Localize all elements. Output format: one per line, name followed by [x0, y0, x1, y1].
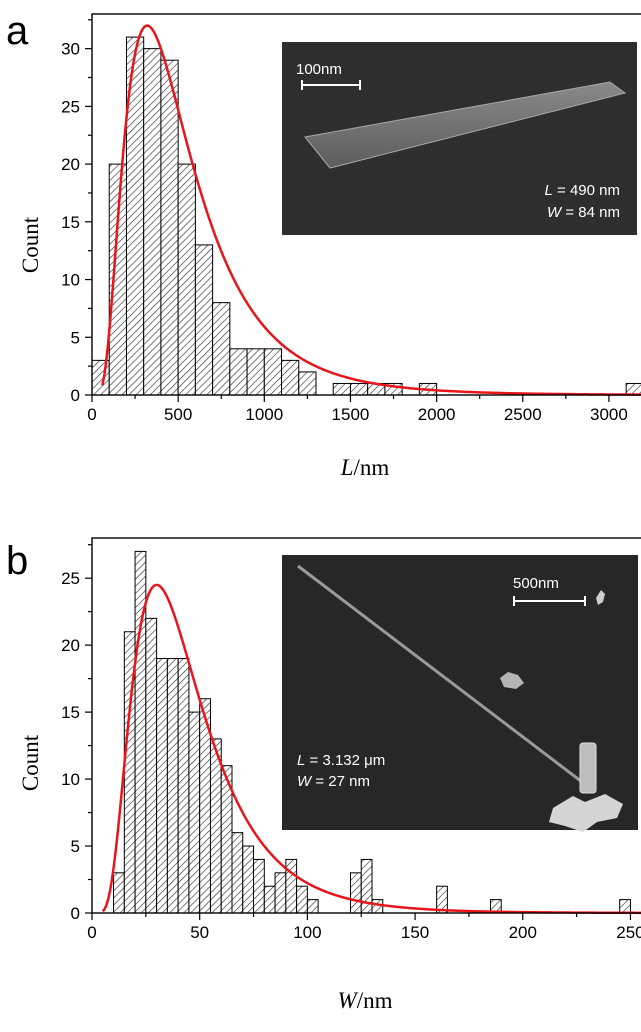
panel-b-x-tick-label: 250: [616, 923, 641, 942]
panel-b-bar: [166, 658, 179, 914]
panel-a-inset-length: L = 490 nm: [545, 182, 620, 199]
panel-a-inset: 100nm L = 490 nm W = 84 nm: [282, 42, 637, 235]
panel-a-bar: [281, 359, 300, 396]
panel-b-x-tick-label: 150: [401, 923, 429, 942]
panel-b-bar: [145, 617, 158, 914]
panel-b-nanowire: [297, 564, 591, 790]
panel-b-base-debris: [549, 794, 623, 832]
panel-a-bar: [246, 348, 265, 396]
panel-a-x-tick-label: 0: [87, 405, 96, 424]
panel-a-y-tick-label: 25: [61, 97, 80, 116]
panel-b-bar: [619, 899, 631, 914]
panel-a-x-tick-label: 3000: [590, 405, 628, 424]
panel-a-fit-curve: [101, 24, 641, 396]
panel-b-bar: [209, 738, 222, 914]
panel-b-bar: [360, 858, 373, 914]
panel-b-y-tick-label: 20: [61, 636, 80, 655]
panel-b-scalebar-label: 500nm: [513, 575, 559, 592]
panel-b-bar: [285, 858, 298, 914]
panel-a-bar: [212, 302, 231, 396]
panel-b-letter: b: [6, 539, 28, 583]
panel-a-bar: [143, 48, 162, 396]
panel-b-x-tick-label: 0: [87, 923, 96, 942]
panel-a-nanorod: [304, 81, 627, 169]
panel-b-bar: [274, 872, 287, 914]
panel-b-bar: [156, 658, 168, 914]
panel-b-inset-width: W = 27 nm: [297, 773, 370, 790]
panel-b-y-tick-label: 25: [61, 569, 80, 588]
panel-b-y-tick-label: 15: [61, 703, 80, 722]
panel-b-bar: [371, 899, 384, 914]
panel-a-x-tick-label: 1000: [245, 405, 283, 424]
panel-a-bar: [177, 163, 196, 396]
panel-b-y-tick-label: 5: [71, 837, 80, 856]
panel-a-y-tick-label: 10: [61, 271, 80, 290]
panel-b-bar: [253, 858, 265, 914]
panel-a-bar: [108, 163, 127, 396]
panel-b-y-tick-label: 10: [61, 770, 80, 789]
panel-b-ticks: 0 50 100 150 200 250 0 5 10 15 20 25: [61, 544, 641, 942]
panel-a-x-tick-label: 2500: [504, 405, 542, 424]
panel-b-bar: [306, 899, 319, 914]
panel-a-x-tick-label: 500: [164, 405, 192, 424]
panel-b-ylabel: Count: [18, 734, 43, 791]
panel-a-ylabel: Count: [18, 216, 43, 273]
panel-a-y-tick-label: 20: [61, 155, 80, 174]
panel-b-bar: [349, 872, 362, 914]
panel-a-ticks: 0 500 1000 1500 2000 2500 3000 0 5 10 15 20 25 30: [61, 19, 628, 424]
panel-b-bar: [231, 832, 244, 914]
panel-b-pillar: [579, 742, 597, 794]
panel-a-frame: [91, 13, 641, 396]
panel-a-bar: [160, 59, 179, 396]
panel-a-inset-width: W = 84 nm: [547, 204, 620, 221]
panel-b-bar: [263, 885, 276, 914]
panel-a-y-tick-label: 15: [61, 213, 80, 232]
panel-b-frame: [91, 537, 641, 914]
panel-a-y-tick-label: 0: [71, 386, 80, 405]
panel-b-debris-particle: [500, 672, 524, 689]
panel-b: b Count W/nm 0 50 100 150 200 250 0 5 10 15 20 25 5…: [6, 537, 641, 1013]
panel-a-bar: [349, 382, 369, 396]
panel-a-bar: [298, 371, 317, 396]
panel-b-bar: [296, 885, 308, 914]
panel-a-bars: [91, 36, 641, 396]
panel-a-xlabel: L/nm: [340, 455, 390, 480]
panel-b-bar: [113, 872, 125, 914]
panel-a-y-tick-label: 5: [71, 328, 80, 347]
panel-a-bar: [194, 244, 214, 396]
panel-a-y-tick-label: 30: [61, 40, 80, 59]
panel-b-inset: 500nm L = 3.132 μm W = 27 nm: [282, 555, 638, 832]
panel-a-letter: a: [6, 9, 29, 53]
panel-b-x-tick-label: 100: [293, 923, 321, 942]
panel-b-x-tick-label: 200: [509, 923, 537, 942]
panel-a-scalebar-label: 100nm: [296, 61, 342, 78]
panel-a-bar: [625, 382, 641, 396]
panel-a-bar: [263, 348, 283, 396]
panel-b-corner-particle: [596, 590, 605, 605]
panel-b-inset-length: L = 3.132 μm: [297, 752, 385, 769]
panel-a-x-tick-label: 1500: [332, 405, 370, 424]
panel-b-bar: [177, 658, 190, 914]
panel-a: a Count L/nm 0 500 1000 1500 2000 2500 3000 0 5 1…: [6, 9, 641, 480]
panel-b-bar: [242, 845, 255, 914]
panel-b-y-tick-label: 0: [71, 904, 80, 923]
panel-b-xlabel: W/nm: [338, 988, 393, 1013]
panel-b-x-tick-label: 50: [190, 923, 209, 942]
panel-a-x-tick-label: 2000: [418, 405, 456, 424]
panel-a-bar: [229, 348, 248, 396]
panel-b-bar: [188, 711, 201, 914]
panel-a-bar: [332, 382, 351, 396]
